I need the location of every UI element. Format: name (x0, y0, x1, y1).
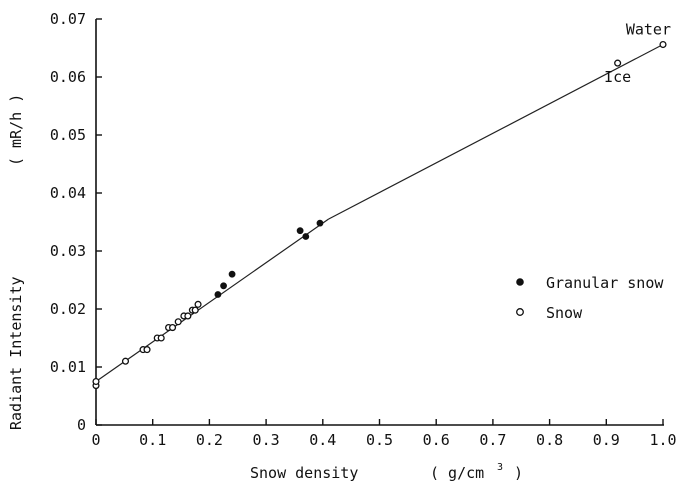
annotations: Water Ice (604, 21, 671, 87)
x-axis-unit-close: ) (505, 464, 523, 482)
y-tick-label: 0.02 (50, 300, 86, 318)
granular-snow-point (220, 282, 227, 290)
x-axis-unit-superscript: 3 (497, 462, 503, 473)
granular-snow-point (296, 227, 304, 235)
y-tick-label: 0.01 (50, 358, 86, 376)
snow-point (92, 377, 100, 386)
x-tick-label: 0.3 (253, 431, 280, 449)
x-tick-label: 0.7 (479, 431, 506, 449)
data-points (92, 40, 667, 390)
y-axis-title: Radiant Intensity (7, 276, 25, 430)
y-axis-unit-group: ( mR/h ) (7, 94, 25, 166)
x-axis-title: Snow density (250, 464, 358, 482)
y-tick-label: 0 (77, 416, 86, 434)
x-tick-label: 0.9 (593, 431, 620, 449)
fit-lines (95, 43, 664, 382)
snow-point (184, 312, 192, 320)
granular-snow-point (228, 270, 236, 278)
y-tick-label: 0.03 (50, 242, 86, 260)
y-tick-label: 0.04 (50, 184, 86, 202)
y-axis-title-group: Radiant Intensity (7, 276, 25, 430)
fit-line-segment (95, 218, 329, 382)
legend-marker-snow (516, 308, 524, 316)
ticks: 0 0.1 0.2 0.3 0.4 0.5 0.6 0.7 0.8 0.9 1.0 0 0.01 0.02… (50, 10, 677, 449)
x-tick-label: 0 (91, 431, 100, 449)
y-axis-unit: ( mR/h ) (7, 94, 25, 166)
annotation-water: Water (626, 21, 671, 39)
y-tick-label: 0.06 (50, 68, 86, 86)
legend-marker-granular-snow (516, 278, 524, 286)
snow-point (659, 40, 667, 49)
annotation-ice: Ice (604, 68, 631, 86)
x-tick-label: 0.1 (139, 431, 166, 449)
snow-point (191, 306, 199, 314)
y-tick-label: 0.07 (50, 10, 86, 28)
x-tick-label: 0.5 (366, 431, 393, 449)
granular-snow-point (316, 219, 324, 227)
granular-snow-point (302, 233, 310, 240)
y-tick-label: 0.05 (50, 126, 86, 144)
snow-point (174, 318, 182, 326)
x-tick-label: 0.6 (423, 431, 450, 449)
snow-point (121, 357, 130, 365)
legend-label-granular-snow: Granular snow (546, 274, 664, 292)
legend-label-snow: Snow (546, 304, 583, 322)
axes (95, 19, 664, 426)
snow-point (614, 59, 622, 67)
fit-line-segment (328, 43, 664, 220)
x-tick-label: 0.2 (196, 431, 223, 449)
snow-point (194, 300, 202, 308)
x-tick-label: 0.4 (309, 431, 336, 449)
x-tick-label: 0.8 (536, 431, 563, 449)
snow-point (157, 334, 165, 342)
granular-snow-point (214, 291, 222, 298)
x-tick-label: 1.0 (649, 431, 676, 449)
snow-point (168, 324, 177, 332)
x-axis-unit: ( g/cm (430, 464, 484, 482)
snow-point (143, 346, 151, 354)
legend: Granular snow Snow (516, 274, 664, 322)
